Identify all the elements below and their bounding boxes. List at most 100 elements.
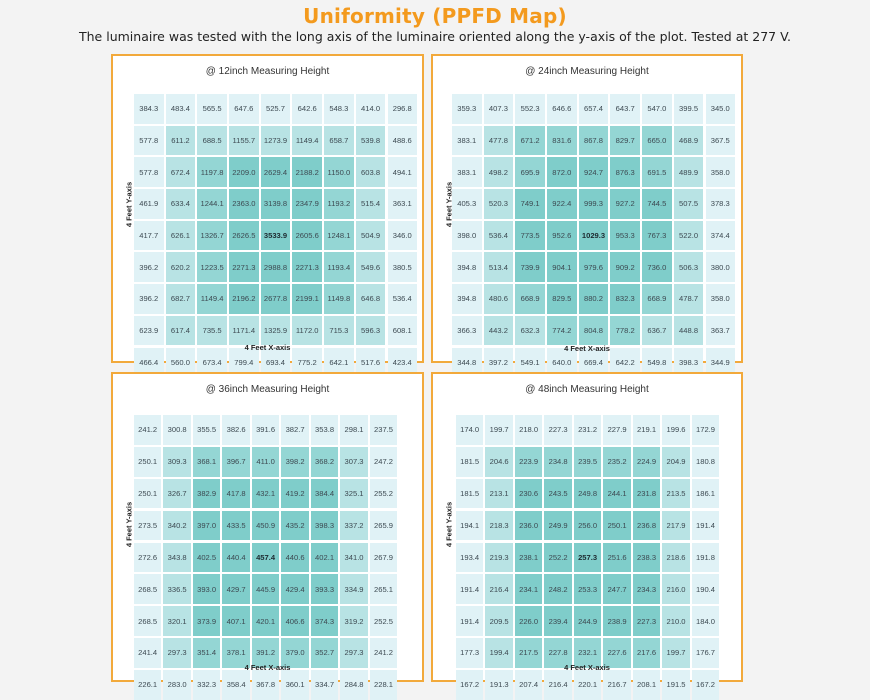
heatmap-cell: 611.2 [165, 125, 196, 156]
heatmap-cell: 382.7 [281, 415, 309, 445]
heatmap-cell: 432.1 [251, 478, 280, 509]
heatmap-cell: 1149.8 [324, 284, 354, 314]
heatmap-cell: 231.8 [632, 478, 661, 509]
heatmap-cell: 363.7 [705, 315, 735, 346]
heatmap-cell: 296.8 [387, 94, 417, 124]
heatmap-cell: 406.6 [281, 606, 309, 636]
heatmap-cell: 2199.1 [292, 284, 322, 314]
heatmap-cell: 2209.0 [229, 157, 259, 187]
heatmap-cell: 507.5 [673, 189, 704, 219]
heatmap-cell: 691.5 [642, 157, 672, 187]
heatmap-cell: 643.7 [610, 94, 640, 124]
heatmap-cell: 504.9 [355, 220, 386, 251]
heatmap-cell: 167.2 [456, 670, 484, 700]
heatmap-cell: 620.2 [165, 252, 196, 282]
heatmap-cell: 283.0 [163, 670, 191, 700]
heatmap-cell: 226.1 [134, 670, 162, 700]
heatmap-cell: 334.9 [340, 574, 368, 605]
heatmap-cell: 477.8 [483, 125, 514, 156]
heatmap-cell: 577.8 [134, 125, 164, 156]
heatmap-cell: 238.1 [514, 542, 543, 573]
heatmap-cell: 1171.4 [229, 315, 259, 346]
heatmap-cell: 2196.2 [229, 284, 259, 314]
heatmap-cell: 682.7 [165, 284, 196, 314]
heatmap-cell: 1172.0 [292, 315, 322, 346]
heatmap-cell: 219.1 [632, 415, 661, 445]
heatmap-cell: 979.6 [578, 252, 609, 282]
heatmap-cell: 232.1 [573, 638, 602, 668]
heatmap-cell: 2988.8 [260, 252, 291, 282]
heatmap-cell: 218.0 [514, 415, 543, 445]
heatmap-cell: 483.4 [165, 94, 196, 124]
heatmap-cell: 2626.5 [229, 220, 259, 251]
heatmap-cell: 448.8 [673, 315, 704, 346]
heatmap-cell: 515.4 [355, 189, 386, 219]
heatmap-cell: 272.6 [134, 542, 162, 573]
heatmap-cell: 1029.3 [578, 220, 609, 251]
heatmap-cell: 337.2 [340, 510, 368, 541]
heatmap-cell: 219.3 [485, 542, 513, 573]
heatmap-cell: 391.6 [251, 415, 280, 445]
heatmap-cell: 461.9 [134, 189, 164, 219]
heatmap-cell: 695.9 [515, 157, 545, 187]
heatmap-cell: 358.0 [705, 284, 735, 314]
heatmap-cell: 880.2 [578, 284, 609, 314]
x-axis-label: 4 Feet X-axis [564, 344, 610, 353]
heatmap-cell: 832.3 [610, 284, 640, 314]
heatmap-cell: 355.5 [192, 415, 221, 445]
heatmap-cell: 307.3 [340, 446, 368, 477]
heatmap-cell: 227.3 [544, 415, 572, 445]
heatmap-cell: 191.4 [691, 510, 720, 541]
heatmap-cell: 617.4 [165, 315, 196, 346]
heatmap-cell: 268.5 [134, 606, 162, 636]
heatmap-cell: 767.3 [642, 220, 672, 251]
heatmap-cell: 1326.7 [197, 220, 227, 251]
heatmap-cell: 632.3 [515, 315, 545, 346]
ppfd-panel-36inch: @ 36inch Measuring Height 4 Feet Y-axis … [111, 372, 424, 700]
heatmap-cell: 267.9 [369, 542, 398, 573]
heatmap-cell: 603.8 [355, 157, 386, 187]
heatmap-cell: 332.3 [192, 670, 221, 700]
heatmap-cell: 778.2 [610, 315, 640, 346]
heatmap-cell: 1149.4 [292, 125, 322, 156]
heatmap-cell: 402.1 [310, 542, 339, 573]
heatmap-cell: 320.1 [163, 606, 191, 636]
heatmap-cell: 218.6 [662, 542, 690, 573]
heatmap-cell: 924.7 [578, 157, 609, 187]
heatmap-cell: 336.5 [163, 574, 191, 605]
heatmap-grid: 241.2 300.8 355.5 382.6 391.6 382.7 353.8 298.1… [134, 415, 398, 700]
heatmap-cell: 520.3 [483, 189, 514, 219]
heatmap-cell: 411.0 [251, 446, 280, 477]
heatmap-cell: 642.6 [292, 94, 322, 124]
heatmap-cell: 829.7 [610, 125, 640, 156]
heatmap-cell: 191.5 [662, 670, 690, 700]
heatmap-cell: 383.1 [452, 125, 482, 156]
heatmap-cell: 397.0 [192, 510, 221, 541]
heatmap-cell: 380.0 [705, 252, 735, 282]
heatmap-cell: 247.7 [603, 574, 631, 605]
panel-title: @ 48inch Measuring Height [525, 384, 649, 395]
heatmap-cell: 234.8 [544, 446, 572, 477]
heatmap-cell: 577.8 [134, 157, 164, 187]
heatmap-cell: 213.5 [662, 478, 690, 509]
heatmap-cell: 367.5 [705, 125, 735, 156]
heatmap-cell: 396.2 [134, 284, 164, 314]
heatmap-cell: 407.3 [483, 94, 514, 124]
heatmap-cell: 249.9 [544, 510, 572, 541]
heatmap-cell: 774.2 [547, 315, 577, 346]
heatmap-cell: 419.2 [281, 478, 309, 509]
heatmap-cell: 552.3 [515, 94, 545, 124]
heatmap-cell: 647.6 [229, 94, 259, 124]
heatmap-cell: 241.2 [134, 415, 162, 445]
heatmap-cell: 360.1 [281, 670, 309, 700]
panel-title: @ 36inch Measuring Height [205, 384, 330, 395]
heatmap-cell: 398.3 [310, 510, 339, 541]
heatmap-cell: 174.0 [456, 415, 484, 445]
heatmap-cell: 3533.9 [260, 220, 291, 251]
heatmap-grid: 359.3 407.3 552.3 646.6 657.4 643.7 547.0 399.5… [452, 94, 735, 377]
heatmap-cell: 468.9 [673, 125, 704, 156]
heatmap-cell: 393.3 [310, 574, 339, 605]
heatmap-cell: 167.2 [691, 670, 720, 700]
heatmap-cell: 478.7 [673, 284, 704, 314]
heatmap-cell: 239.5 [573, 446, 602, 477]
